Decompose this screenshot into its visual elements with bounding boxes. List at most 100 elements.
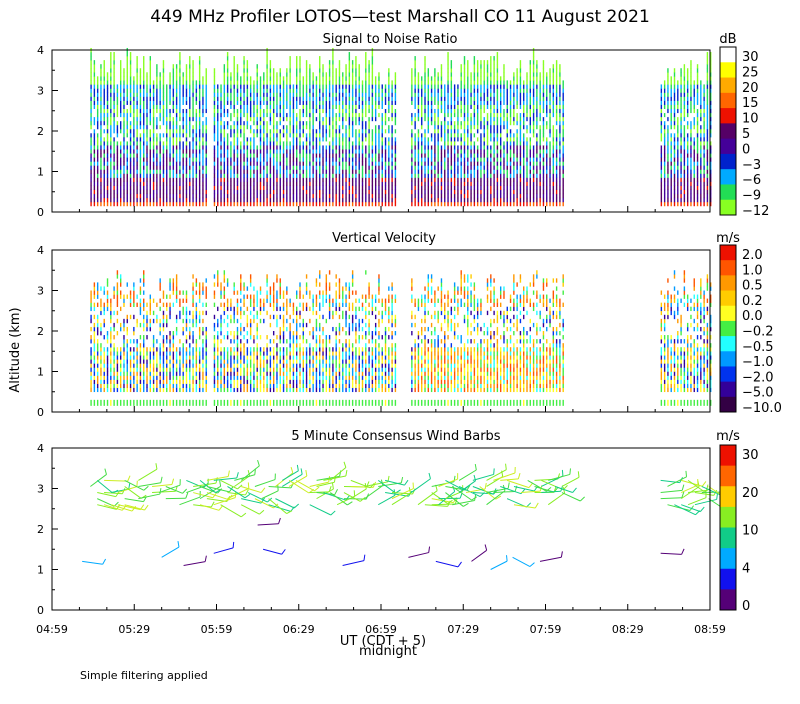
snr-cell — [486, 153, 489, 158]
snr-cell — [119, 68, 122, 73]
snr-cell — [516, 137, 518, 142]
snr-cell — [345, 145, 347, 150]
snr-cell — [424, 197, 426, 203]
snr-cell — [182, 157, 184, 162]
snr-cell — [391, 100, 393, 105]
snr-cell — [195, 124, 198, 130]
snr-cell — [411, 169, 413, 174]
snr-cell — [457, 137, 459, 142]
snr-cell — [351, 169, 354, 174]
snr-cell — [539, 141, 541, 146]
snr-cell — [673, 165, 676, 170]
snr-cell — [312, 88, 314, 93]
snr-cell — [670, 181, 672, 186]
snr-cell — [100, 149, 102, 154]
snr-cell — [542, 84, 545, 89]
snr-cell — [266, 173, 268, 178]
snr-cell — [332, 92, 334, 97]
snr-cell — [302, 157, 304, 162]
snr-cell — [549, 120, 551, 126]
snr-cell — [100, 124, 102, 130]
snr-cell — [351, 181, 354, 186]
snr-cell — [315, 157, 318, 162]
snr-cell — [276, 112, 278, 118]
snr-cell — [523, 177, 525, 182]
snr-cell — [351, 72, 354, 77]
snr-cell — [90, 128, 92, 134]
snr-cell — [175, 189, 178, 195]
snr-cell — [388, 108, 390, 114]
snr-cell — [506, 124, 508, 130]
snr-cell — [233, 108, 235, 114]
snr-cell — [182, 133, 184, 138]
snr-cell — [328, 137, 331, 142]
snr-cell — [328, 153, 331, 158]
snr-cell — [96, 84, 99, 89]
snr-cell — [322, 173, 324, 178]
snr-cell — [96, 193, 99, 199]
snr-cell — [555, 193, 558, 199]
snr-cell — [103, 128, 105, 134]
snr-cell — [162, 64, 165, 69]
snr-cell — [162, 100, 165, 105]
snr-cell — [169, 153, 171, 158]
snr-cell — [667, 112, 669, 118]
snr-cell — [286, 181, 288, 186]
snr-cell — [243, 116, 245, 122]
snr-cell — [338, 169, 341, 174]
snr-cell — [490, 128, 492, 134]
snr-cell — [348, 133, 351, 138]
snr-cell — [202, 145, 204, 150]
snr-cell — [299, 181, 301, 186]
snr-cell — [159, 100, 161, 105]
snr-cell — [460, 68, 462, 73]
snr-cell — [305, 157, 308, 162]
snr-cell — [286, 88, 288, 93]
snr-cell — [312, 145, 314, 150]
snr-cell — [198, 149, 201, 154]
snr-cell — [424, 96, 426, 101]
snr-cell — [374, 120, 377, 126]
snr-cell — [126, 60, 128, 65]
snr-cell — [256, 169, 258, 174]
snr-cell — [166, 169, 168, 174]
snr-cell — [453, 108, 456, 114]
snr-cell — [195, 80, 198, 85]
snr-cell — [516, 108, 518, 114]
snr-cell — [355, 141, 357, 146]
snr-cell — [338, 100, 341, 105]
snr-cell — [378, 116, 380, 122]
snr-cell — [175, 72, 178, 77]
snr-cell — [365, 120, 367, 126]
snr-cell — [496, 112, 499, 118]
snr-cell — [192, 137, 194, 142]
snr-cell — [351, 60, 354, 65]
snr-cell — [246, 88, 249, 93]
snr-cell — [549, 128, 551, 134]
snr-cell — [490, 169, 492, 174]
snr-cell — [286, 201, 288, 207]
snr-cell — [463, 96, 466, 101]
snr-cell — [292, 177, 295, 182]
snr-cell — [539, 197, 541, 203]
snr-cell — [437, 173, 439, 178]
snr-cell — [365, 64, 367, 69]
snr-cell — [394, 80, 397, 85]
snr-cell — [159, 104, 161, 110]
snr-cell — [269, 100, 272, 105]
snr-cell — [143, 112, 145, 118]
snr-cell — [424, 189, 426, 195]
snr-cell — [162, 108, 165, 114]
snr-cell — [351, 88, 354, 93]
snr-cell — [272, 201, 275, 207]
snr-cell — [509, 141, 512, 146]
snr-cell — [493, 72, 495, 77]
snr-cell — [139, 153, 142, 158]
snr-cell — [119, 169, 122, 174]
snr-cell — [192, 84, 194, 89]
snr-cell — [348, 112, 351, 118]
snr-cell — [272, 120, 275, 126]
snr-cell — [549, 92, 551, 97]
snr-cell — [126, 161, 128, 166]
snr-cell — [312, 157, 314, 162]
